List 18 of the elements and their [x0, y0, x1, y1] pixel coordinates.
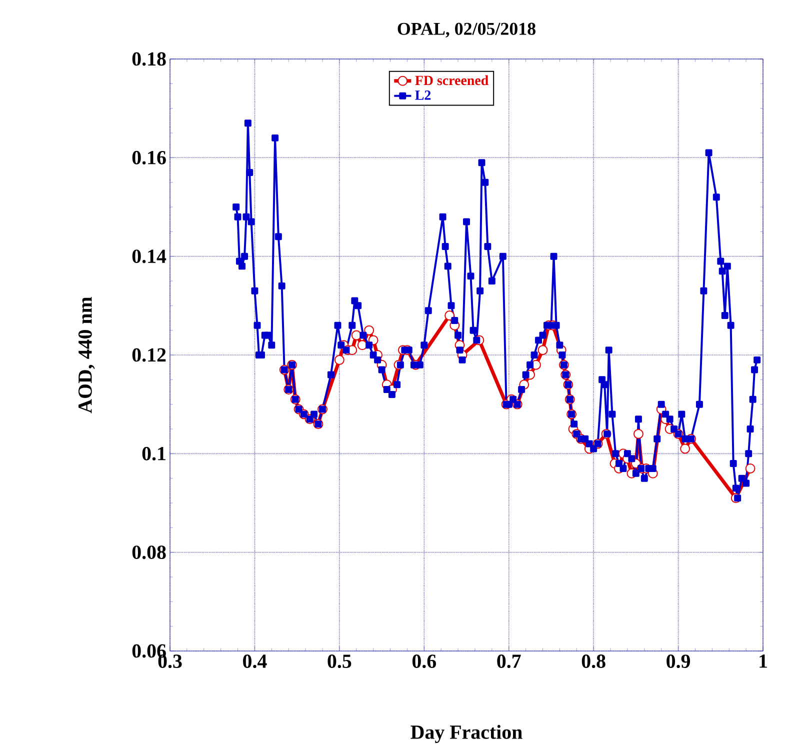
y-tick-label: 0.1: [142, 446, 166, 460]
x-tick-label: 0.5: [328, 654, 352, 668]
x-tick-label: 1: [760, 654, 767, 668]
legend-label: FD screened: [415, 75, 488, 86]
y-tick-label: 0.14: [132, 250, 166, 264]
x-tick-label: 0.7: [497, 654, 521, 668]
chart-title: OPAL, 02/05/2018: [398, 22, 536, 38]
y-tick-label: 0.18: [132, 52, 166, 66]
y-tick-label: 0.08: [132, 546, 166, 560]
y-tick-label: 0.16: [132, 150, 166, 164]
x-tick-label: 0.9: [666, 654, 690, 668]
y-axis-title: AOD, 440 nm: [78, 296, 95, 414]
x-tick-label: 0.6: [412, 654, 436, 668]
y-tick-label: 0.12: [132, 348, 166, 362]
legend-label: L2: [415, 90, 431, 100]
x-tick-label: 0.4: [243, 654, 267, 668]
x-tick-label: 0.8: [582, 654, 606, 668]
x-axis-title: Day Fraction: [410, 724, 522, 744]
